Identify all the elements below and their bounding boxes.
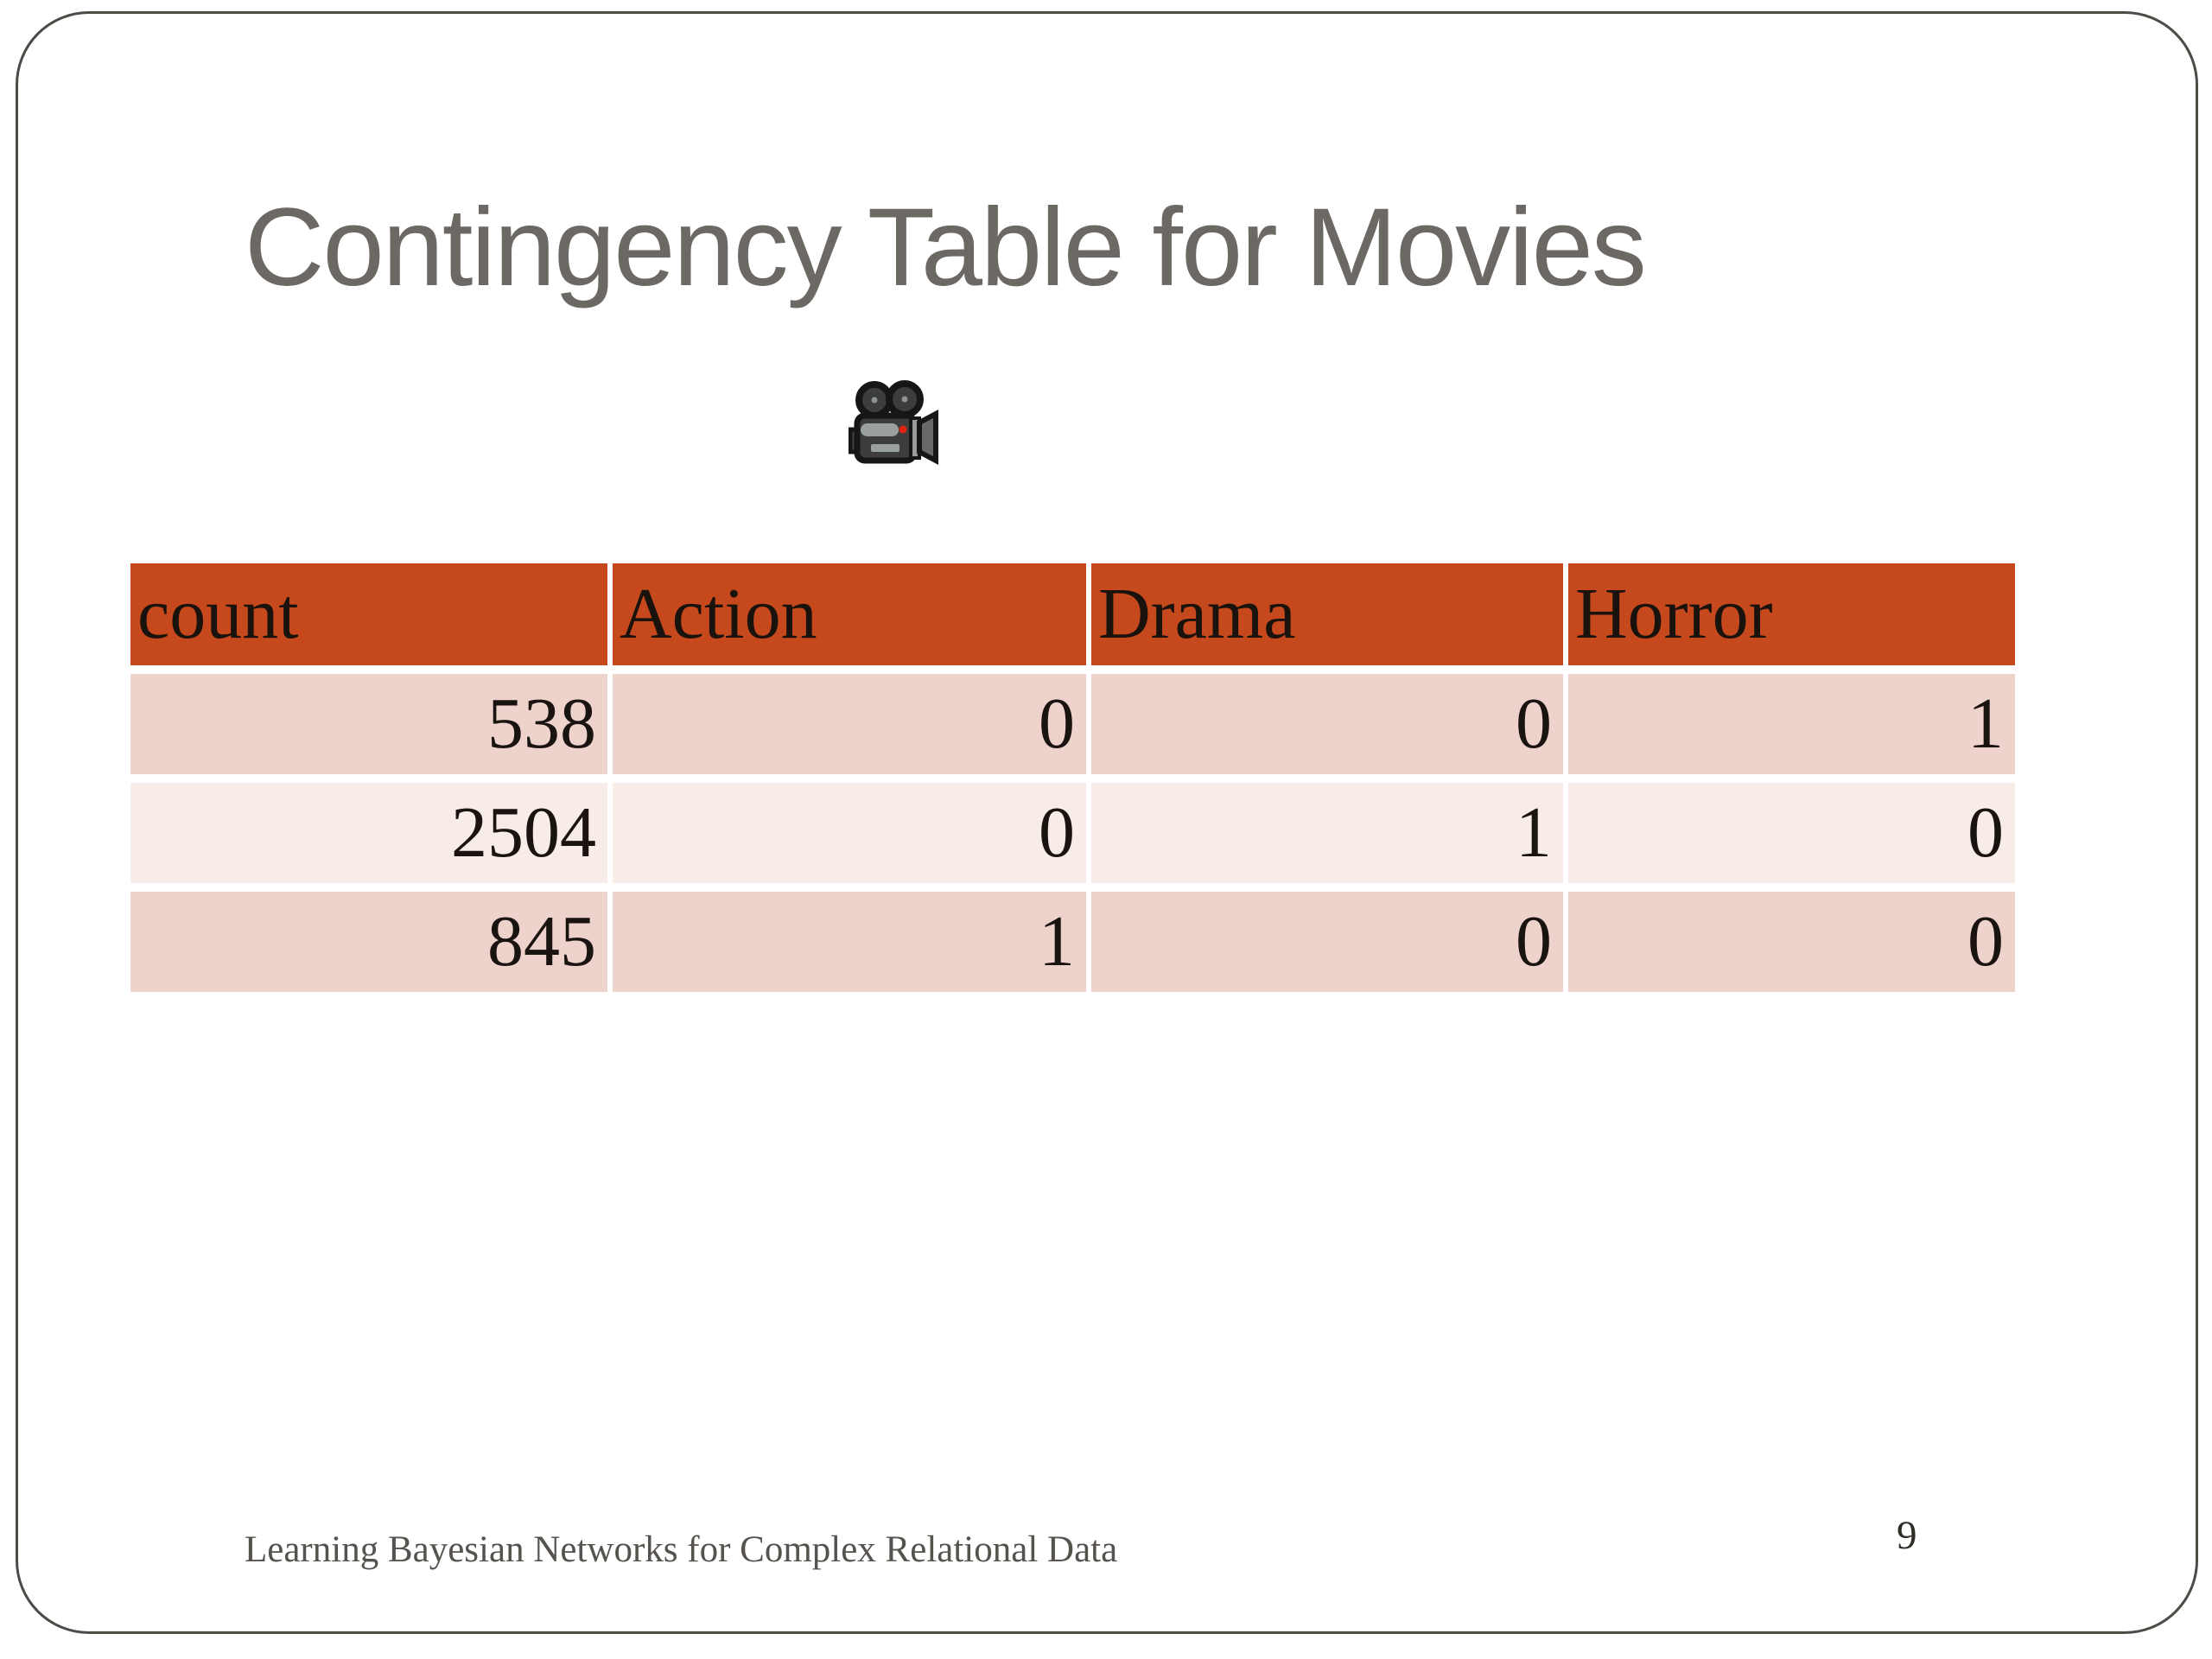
table-row: 538 0 0 1 xyxy=(130,674,2015,774)
table-cell: 1 xyxy=(1568,674,2015,774)
table-cell: 0 xyxy=(613,674,1086,774)
movie-camera-icon xyxy=(849,380,938,465)
table-cell: 0 xyxy=(1568,783,2015,883)
table-row: 845 1 0 0 xyxy=(130,892,2015,992)
table-cell: 2504 xyxy=(130,783,607,883)
table-body: 538 0 0 1 2504 0 1 0 845 1 0 0 xyxy=(130,674,2015,992)
column-header: Drama xyxy=(1091,563,1563,665)
footer-text: Learning Bayesian Networks for Complex R… xyxy=(245,1529,1118,1570)
slide-border xyxy=(16,11,2198,1634)
table-cell: 0 xyxy=(1568,892,2015,992)
page-number: 9 xyxy=(1897,1513,1917,1558)
contingency-table: count Action Drama Horror 538 0 0 1 2504 0 1 0 845 1… xyxy=(125,555,2020,1001)
table-cell: 1 xyxy=(1091,783,1563,883)
table-row: 2504 0 1 0 xyxy=(130,783,2015,883)
table-cell: 1 xyxy=(613,892,1086,992)
page-title: Contingency Table for Movies xyxy=(245,186,1647,309)
column-header: count xyxy=(130,563,607,665)
table-cell: 0 xyxy=(613,783,1086,883)
table-cell: 0 xyxy=(1091,892,1563,992)
table-cell: 538 xyxy=(130,674,607,774)
column-header: Horror xyxy=(1568,563,2015,665)
table-header-row: count Action Drama Horror xyxy=(130,563,2015,665)
table-cell: 845 xyxy=(130,892,607,992)
table-cell: 0 xyxy=(1091,674,1563,774)
column-header: Action xyxy=(613,563,1086,665)
